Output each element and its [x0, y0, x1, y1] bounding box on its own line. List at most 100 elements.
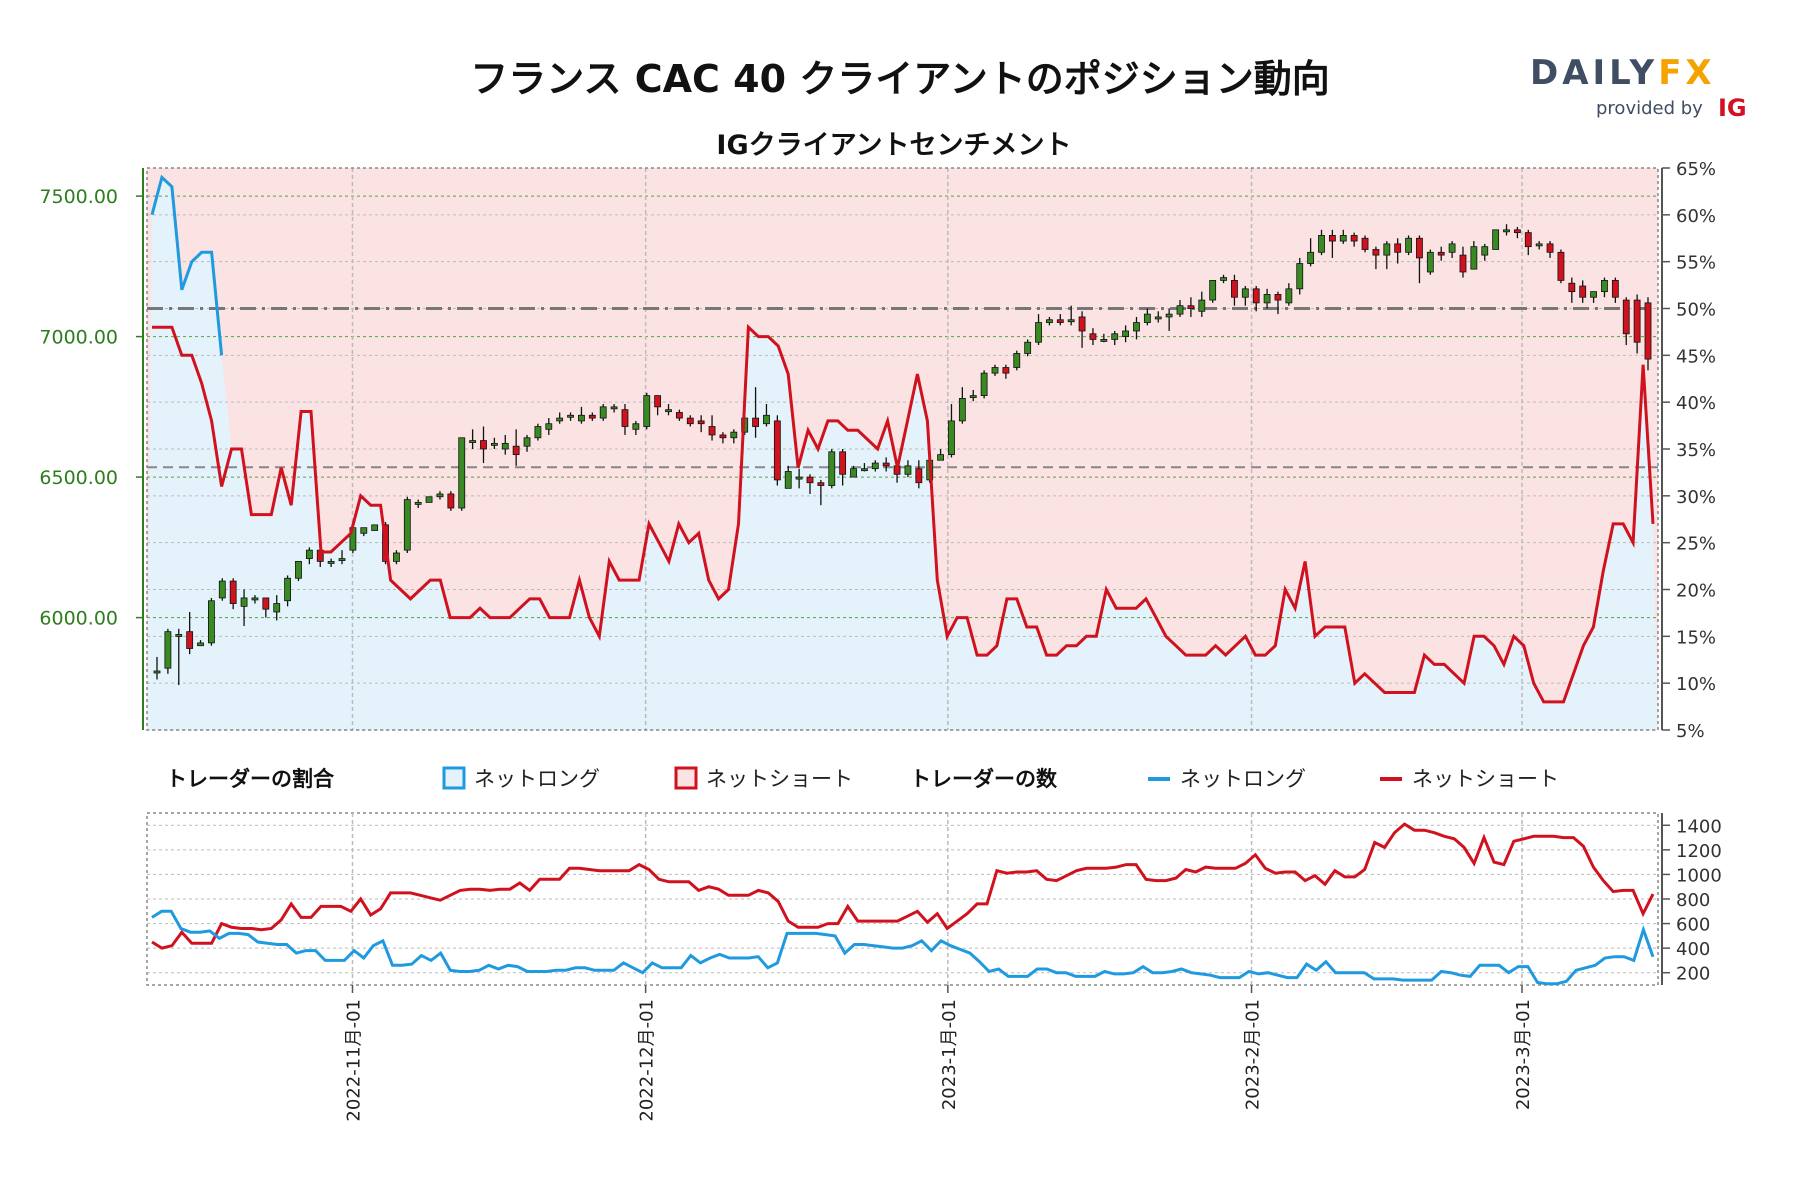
candle-body [1339, 235, 1347, 242]
candle-body [1252, 288, 1260, 304]
candle-body [436, 493, 444, 498]
candle-body [1644, 302, 1652, 360]
candle-body [915, 468, 923, 484]
candle-body [1633, 299, 1641, 343]
count-tick-label: 1000 [1676, 865, 1722, 886]
net-long-line [150, 174, 224, 356]
candlestick-series [153, 224, 1652, 686]
right-axis-ticks: 65% 60% 55% 50% 45% 40% 35% 30% 25% 20% 15% 10% 5% [1662, 159, 1716, 742]
candle-body [1078, 316, 1086, 332]
left-tick-label: 7000.00 [39, 327, 118, 349]
dailyfx-logo: DAILYFX provided by IG [1530, 53, 1747, 122]
logo-daily: DAILYFX [1530, 53, 1716, 93]
legend-count-title: トレーダーの数 [910, 767, 1058, 791]
right-tick-label: 30% [1676, 487, 1716, 508]
candle-body [512, 445, 520, 456]
candle-body [1394, 243, 1402, 253]
count-tick-label: 1200 [1676, 841, 1722, 862]
candle-body [578, 414, 585, 422]
candle-body [1056, 319, 1064, 323]
x-tick-label: 2023-1月-01 [939, 999, 960, 1110]
x-axis-ticks: 2022-11月-01 2022-12月-01 2023-1月-01 2023-2月-… [343, 985, 1534, 1122]
candle-body [1557, 251, 1565, 281]
candle-body [1263, 294, 1271, 304]
candle-body [360, 527, 368, 534]
candle-body [1209, 279, 1217, 301]
candle-body [414, 501, 422, 505]
candle-body [850, 468, 857, 478]
candle-body [599, 406, 607, 419]
candle-body [763, 414, 770, 425]
candle-body [545, 423, 553, 430]
candle-body [806, 476, 814, 484]
right-tick-label: 50% [1676, 300, 1716, 321]
candle-body [882, 462, 890, 467]
candle-body [1143, 313, 1151, 323]
candle-body [1013, 353, 1021, 368]
candle-body [1024, 341, 1032, 354]
candle-body [1503, 229, 1510, 233]
candle-body [1622, 299, 1630, 335]
candle-body [534, 426, 542, 439]
x-tick-label: 2023-2月-01 [1243, 999, 1264, 1110]
candle-body [1231, 279, 1238, 298]
logo-fx: FX [1658, 53, 1715, 93]
candle-body [817, 482, 825, 486]
count-tick-label: 600 [1676, 915, 1710, 936]
candle-body [1318, 235, 1325, 253]
legend: トレーダーの割合 ネットロング ネットショート トレーダーの数 ネットロング ネ… [166, 766, 1559, 791]
candle-body [229, 580, 237, 604]
candle-body [1241, 288, 1249, 298]
candle-body [904, 465, 912, 475]
candle-body [773, 420, 781, 481]
candle-body [240, 597, 248, 607]
legend-net-short-box [674, 766, 698, 790]
candle-body [1426, 251, 1434, 273]
candle-body [1590, 291, 1597, 298]
candle-body [523, 437, 531, 447]
left-tick-label: 6000.00 [39, 608, 118, 630]
candle-body [686, 417, 694, 425]
candle-body [327, 561, 335, 564]
count-plot-border [146, 812, 1659, 986]
candle-body [980, 372, 988, 397]
candle-body [610, 406, 618, 410]
candle-body [991, 367, 999, 374]
candle-body [284, 577, 292, 602]
candle-body [1372, 249, 1380, 256]
candle-body [1274, 294, 1282, 301]
candle-body [1122, 330, 1130, 338]
right-tick-label: 5% [1676, 721, 1705, 742]
left-axis-ticks: 7500.00 7000.00 6500.00 6000.00 [39, 186, 143, 630]
candle-body [665, 409, 672, 413]
candle-body [1459, 254, 1467, 273]
logo-provided-by: provided by [1596, 98, 1703, 119]
candle-body [153, 670, 161, 674]
main-grid [147, 167, 1658, 731]
candle-body [1307, 251, 1315, 264]
candle-body [1492, 229, 1500, 250]
legend-net-short-ratio: ネットショート [706, 767, 853, 791]
candle-body [208, 600, 215, 644]
candle-body [1448, 243, 1456, 253]
candle-body [218, 580, 226, 599]
candle-body [654, 395, 662, 408]
candle-body [1383, 243, 1391, 256]
candle-body [828, 451, 836, 486]
candle-body [784, 471, 792, 489]
candle-body [480, 440, 487, 450]
candle-body [458, 437, 466, 509]
candle-body [643, 395, 651, 427]
net-long-count-line [151, 909, 1655, 986]
candle-body [1416, 237, 1423, 259]
logo-ig: IG [1718, 94, 1747, 122]
candle-body [1035, 322, 1042, 343]
candle-body [273, 603, 281, 613]
count-grid [147, 813, 1658, 985]
candle-body [969, 395, 977, 399]
candle-body [197, 642, 204, 647]
candle-body [1002, 367, 1010, 374]
candle-body [937, 454, 945, 461]
candle-body [403, 499, 411, 551]
candle-body [1437, 251, 1445, 256]
